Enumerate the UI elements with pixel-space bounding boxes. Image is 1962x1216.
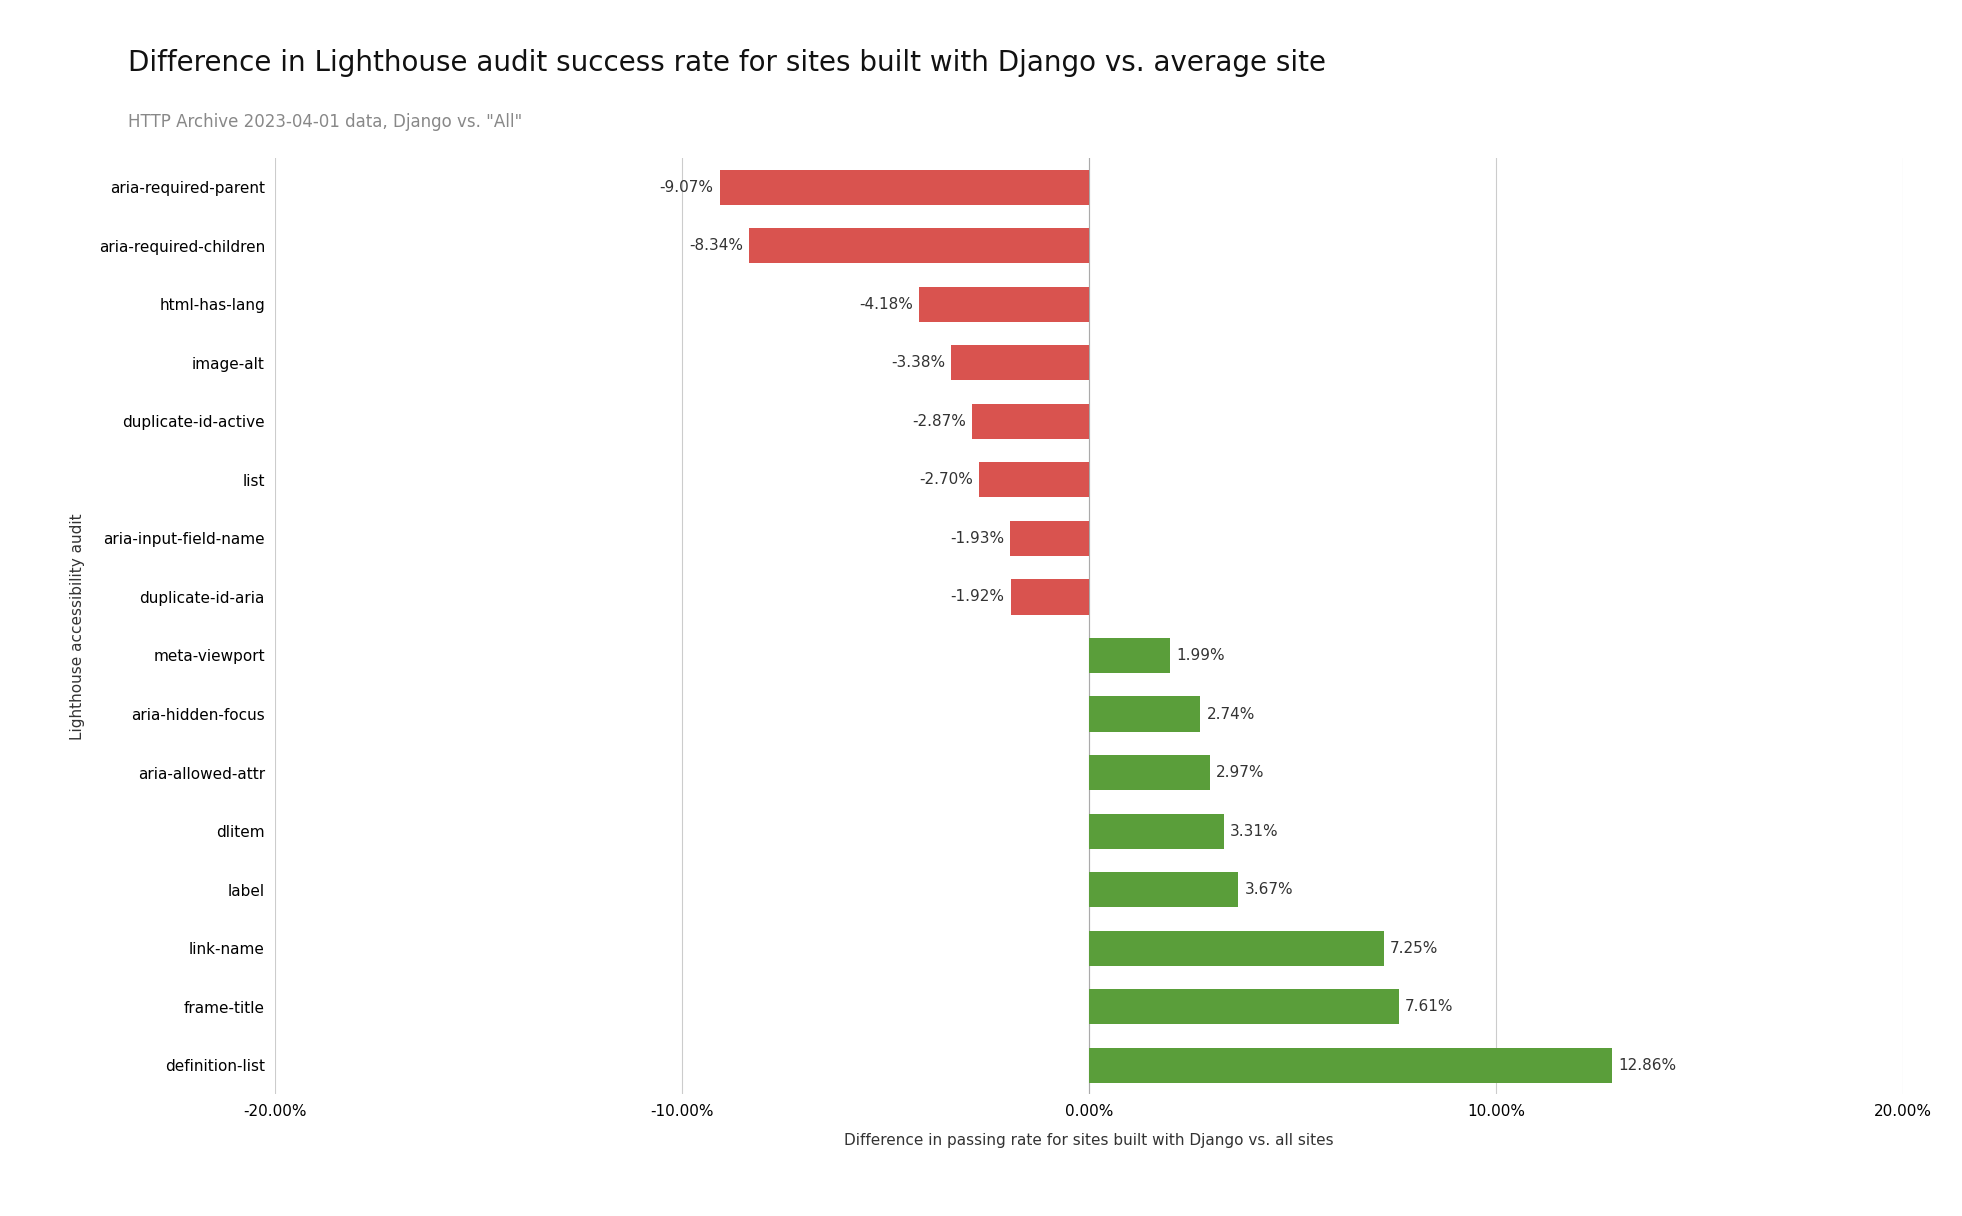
- Bar: [952, 345, 1089, 381]
- Text: 2.97%: 2.97%: [1216, 765, 1264, 779]
- Text: 3.67%: 3.67%: [1244, 882, 1293, 897]
- Bar: [979, 462, 1089, 497]
- Bar: [1089, 989, 1399, 1024]
- Text: -8.34%: -8.34%: [689, 238, 744, 253]
- Bar: [1010, 520, 1089, 556]
- Bar: [971, 404, 1089, 439]
- Text: -1.92%: -1.92%: [952, 590, 1005, 604]
- Bar: [1010, 579, 1089, 614]
- Bar: [1089, 930, 1383, 966]
- Text: -3.38%: -3.38%: [891, 355, 946, 371]
- Text: HTTP Archive 2023-04-01 data, Django vs. "All": HTTP Archive 2023-04-01 data, Django vs.…: [128, 113, 522, 131]
- Text: -2.87%: -2.87%: [912, 413, 965, 429]
- Y-axis label: Lighthouse accessibility audit: Lighthouse accessibility audit: [71, 513, 84, 739]
- Bar: [1089, 755, 1211, 790]
- Bar: [749, 229, 1089, 264]
- Text: 7.25%: 7.25%: [1391, 941, 1438, 956]
- Text: 2.74%: 2.74%: [1207, 706, 1256, 721]
- Text: 12.86%: 12.86%: [1619, 1058, 1678, 1073]
- Bar: [1089, 872, 1238, 907]
- Text: -4.18%: -4.18%: [859, 297, 912, 311]
- Bar: [918, 287, 1089, 322]
- Text: -1.93%: -1.93%: [950, 531, 1005, 546]
- Bar: [1089, 697, 1201, 732]
- Bar: [720, 170, 1089, 204]
- Text: 3.31%: 3.31%: [1230, 823, 1279, 839]
- Text: Difference in Lighthouse audit success rate for sites built with Django vs. aver: Difference in Lighthouse audit success r…: [128, 49, 1326, 77]
- X-axis label: Difference in passing rate for sites built with Django vs. all sites: Difference in passing rate for sites bui…: [844, 1133, 1334, 1148]
- Bar: [1089, 638, 1169, 674]
- Text: 1.99%: 1.99%: [1175, 648, 1224, 663]
- Text: -2.70%: -2.70%: [918, 473, 973, 488]
- Bar: [1089, 1048, 1613, 1082]
- Text: -9.07%: -9.07%: [659, 180, 714, 195]
- Text: 7.61%: 7.61%: [1405, 1000, 1454, 1014]
- Bar: [1089, 814, 1224, 849]
